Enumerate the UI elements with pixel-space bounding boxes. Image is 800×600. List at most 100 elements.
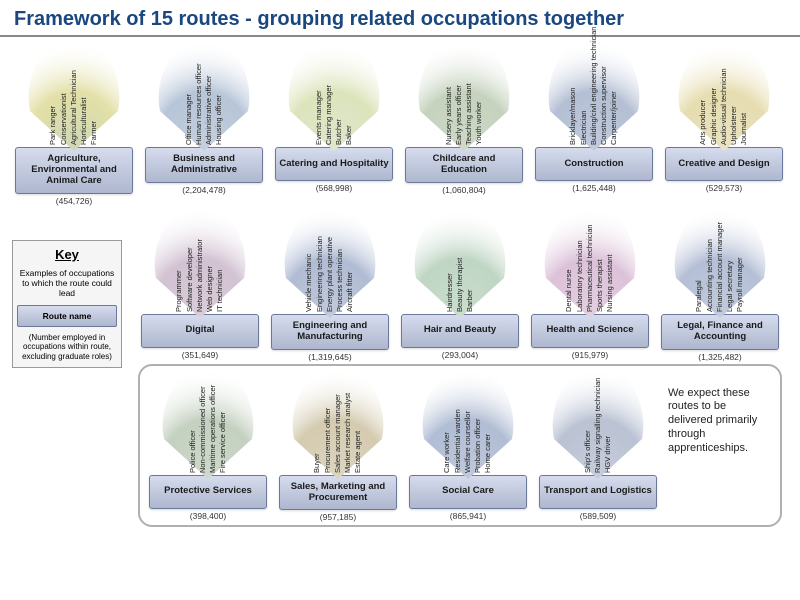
- route-card: Park rangerConservationistAgricultural T…: [12, 41, 136, 206]
- page-title: Framework of 15 routes - grouping relate…: [0, 0, 800, 37]
- row-3: Police officerNon-commissioned officerMa…: [146, 369, 660, 523]
- route-count: (568,998): [316, 183, 352, 193]
- occupation-label: Buyer: [313, 381, 321, 473]
- route-name: Social Care: [409, 475, 527, 509]
- route-name: Sales, Marketing and Procurement: [279, 475, 397, 511]
- key-examples-text: Examples of occupations to which the rou…: [17, 268, 117, 299]
- occupation-list: Vehicle mechanicEngineering technicianEn…: [276, 208, 384, 318]
- occupation-label: Process technician: [336, 220, 344, 312]
- occupation-fan: Bricklayer/masonElectricianBuilding/civi…: [540, 41, 648, 151]
- occupation-label: Network administrator: [196, 220, 204, 312]
- occupation-label: HGV driver: [604, 381, 612, 473]
- route-count: (865,941): [450, 511, 486, 521]
- occupation-label: Ship's officer: [584, 381, 592, 473]
- route-name: Protective Services: [149, 475, 267, 509]
- occupation-label: Energy plant operative: [326, 220, 334, 312]
- occupation-list: Dental nurseLaboratory technicianPharmac…: [536, 208, 644, 318]
- occupation-label: IT technician: [216, 220, 224, 312]
- route-card: Ship's officerRailway signalling technic…: [536, 369, 660, 523]
- occupation-list: Office managerHuman resources officerAdm…: [150, 41, 258, 151]
- occupation-label: Administrative officer: [205, 53, 213, 145]
- occupation-fan: Park rangerConservationistAgricultural T…: [20, 41, 128, 151]
- route-count: (589,509): [580, 511, 616, 521]
- occupation-label: Farmer: [90, 53, 98, 145]
- occupation-label: Housing officer: [215, 53, 223, 145]
- route-card: Nursery assistantEarly years officerTeac…: [402, 41, 526, 206]
- occupation-label: Early years officer: [455, 53, 463, 145]
- route-card: HairdresserBeauty therapistBarberHair an…: [398, 208, 522, 362]
- occupation-fan: Office managerHuman resources officerAdm…: [150, 41, 258, 151]
- occupation-label: Teaching assistant: [465, 53, 473, 145]
- route-count: (1,060,804): [442, 185, 485, 195]
- occupation-list: Bricklayer/masonElectricianBuilding/civi…: [540, 41, 648, 151]
- occupation-label: Conservationist: [60, 53, 68, 145]
- occupation-list: ParalegalAccounting technicianFinancial …: [666, 208, 774, 318]
- occupation-label: Sales account manager: [334, 381, 342, 473]
- occupation-fan: Vehicle mechanicEngineering technicianEn…: [276, 208, 384, 318]
- apprenticeship-note: We expect these routes to be delivered p…: [660, 369, 770, 456]
- occupation-label: Catering manager: [325, 53, 333, 145]
- occupation-list: HairdresserBeauty therapistBarber: [406, 208, 514, 318]
- occupation-fan: ProgrammerSoftware developerNetwork admi…: [146, 208, 254, 318]
- key-panel: Key Examples of occupations to which the…: [12, 240, 122, 368]
- occupation-label: Building/civil engineering technician: [590, 53, 598, 145]
- occupation-label: Accounting technician: [706, 220, 714, 312]
- occupation-label: Care worker: [443, 381, 451, 473]
- route-count: (957,185): [320, 512, 356, 522]
- apprenticeship-group: Police officerNon-commissioned officerMa…: [138, 364, 782, 528]
- occupation-label: Baker: [345, 53, 353, 145]
- key-number-text: (Number employed in occupations within r…: [17, 333, 117, 362]
- occupation-label: Arts producer: [699, 53, 707, 145]
- occupation-fan: Nursery assistantEarly years officerTeac…: [410, 41, 518, 151]
- route-card: ParalegalAccounting technicianFinancial …: [658, 208, 782, 362]
- occupation-label: Engineering technician: [316, 220, 324, 312]
- occupation-list: Ship's officerRailway signalling technic…: [544, 369, 652, 479]
- occupation-label: Laboratory technician: [576, 220, 584, 312]
- occupation-label: Nursery assistant: [445, 53, 453, 145]
- route-count: (1,325,482): [698, 352, 741, 362]
- route-card: BuyerProcurement officerSales account ma…: [276, 369, 400, 523]
- occupation-label: Vehicle mechanic: [305, 220, 313, 312]
- occupation-label: Nursing assistant: [606, 220, 614, 312]
- occupation-label: Pharmaceutical technician: [586, 220, 594, 312]
- occupation-fan: HairdresserBeauty therapistBarber: [406, 208, 514, 318]
- route-card: Events managerCatering managerButcherBak…: [272, 41, 396, 206]
- occupation-list: Events managerCatering managerButcherBak…: [280, 41, 388, 151]
- route-name: Childcare and Education: [405, 147, 523, 183]
- occupation-label: Beauty therapist: [456, 220, 464, 312]
- route-name: Business and Administrative: [145, 147, 263, 183]
- row-1: Park rangerConservationistAgricultural T…: [10, 41, 790, 206]
- occupation-label: Non-commissioned officer: [199, 381, 207, 473]
- occupation-label: Construction supervisor: [600, 53, 608, 145]
- occupation-label: Web designer: [206, 220, 214, 312]
- occupation-label: Police officer: [189, 381, 197, 473]
- occupation-fan: Care workerResidential wardenWelfare cou…: [414, 369, 522, 479]
- occupation-label: Estate agent: [354, 381, 362, 473]
- key-title: Key: [17, 247, 117, 262]
- route-count: (1,319,645): [308, 352, 351, 362]
- route-name: Engineering and Manufacturing: [271, 314, 389, 350]
- occupation-label: Horticulturalist: [80, 53, 88, 145]
- occupation-label: Audio-visual technician: [720, 53, 728, 145]
- occupation-label: Residential warden: [454, 381, 462, 473]
- route-count: (1,625,448): [572, 183, 615, 193]
- occupation-fan: ParalegalAccounting technicianFinancial …: [666, 208, 774, 318]
- route-count: (351,649): [182, 350, 218, 360]
- occupation-fan: Arts producerGraphic designerAudio-visua…: [670, 41, 778, 151]
- route-card: Dental nurseLaboratory technicianPharmac…: [528, 208, 652, 362]
- occupation-label: Park ranger: [49, 53, 57, 145]
- route-name: Legal, Finance and Accounting: [661, 314, 779, 350]
- occupation-label: Human resources officer: [195, 53, 203, 145]
- occupation-label: Home carer: [484, 381, 492, 473]
- route-count: (529,573): [706, 183, 742, 193]
- occupation-label: Youth worker: [475, 53, 483, 145]
- occupation-label: Programmer: [175, 220, 183, 312]
- occupation-label: Sports therapist: [596, 220, 604, 312]
- occupation-label: Procurement officer: [324, 381, 332, 473]
- route-name: Agriculture, Environmental and Animal Ca…: [15, 147, 133, 194]
- occupation-label: Probation officer: [474, 381, 482, 473]
- occupation-list: Arts producerGraphic designerAudio-visua…: [670, 41, 778, 151]
- occupation-label: Welfare counsellor: [464, 381, 472, 473]
- occupation-label: Bricklayer/mason: [569, 53, 577, 145]
- occupation-label: Electrician: [580, 53, 588, 145]
